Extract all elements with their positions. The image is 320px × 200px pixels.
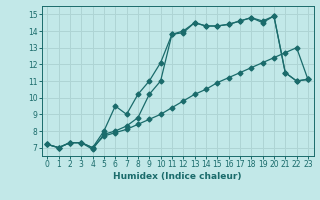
X-axis label: Humidex (Indice chaleur): Humidex (Indice chaleur) (113, 172, 242, 181)
